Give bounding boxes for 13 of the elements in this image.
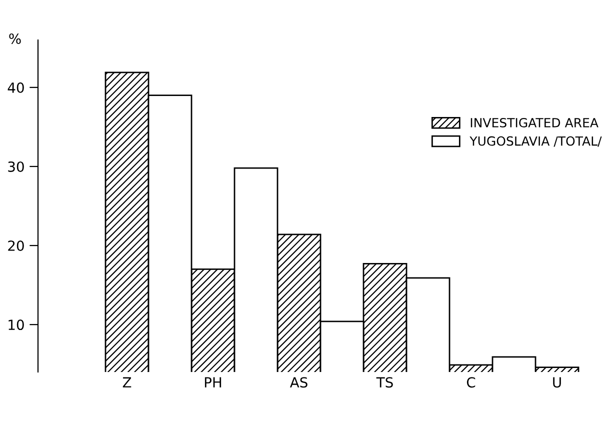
y-tick-label: 40 [8,82,24,93]
x-tick-label: TS [376,377,393,388]
x-tick-label: AS [290,377,308,388]
x-tick-label: Z [122,377,132,388]
y-axis-title: % [9,33,21,44]
legend-label: INVESTIGATED AREA [470,118,598,128]
legend-label: YUGOSLAVIA /TOTAL/ [470,136,602,147]
x-tick-label: PH [204,377,222,388]
y-tick-label: 20 [8,240,24,251]
y-tick-label: 30 [8,161,24,172]
y-tick-label: 10 [8,320,24,330]
x-tick-label: U [553,377,561,388]
x-tick-label: C [466,377,476,388]
